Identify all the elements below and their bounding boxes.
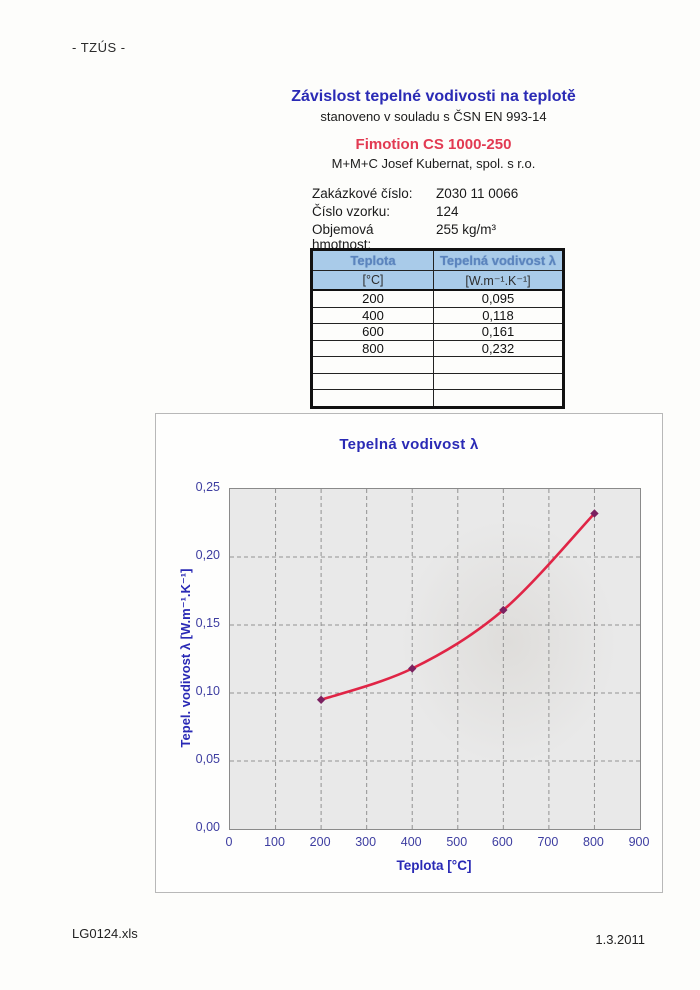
info-fields: Zakázkové číslo: Z030 11 0066 Číslo vzorku… xyxy=(312,186,518,252)
data-point-marker xyxy=(316,695,326,704)
y-tick-label: 0,25 xyxy=(195,480,220,494)
table-cell-teplota xyxy=(311,356,434,374)
table-row xyxy=(311,372,564,390)
x-tick-label: 600 xyxy=(491,835,513,849)
table-units-row: [°C] [W.m⁻¹.K⁻¹] xyxy=(311,270,564,291)
table-cell-vodivost: 0,118 xyxy=(433,306,564,324)
x-tick-label: 800 xyxy=(583,835,604,849)
conductivity-table: Teplota Tepelná vodivost λ [°C] [W.m⁻¹.K… xyxy=(310,248,565,409)
chart-title: Tepelná vodivost λ xyxy=(339,436,479,453)
data-series-line xyxy=(319,512,596,702)
document-title: Závislost tepelné vodivosti na teplotě xyxy=(291,88,576,105)
plot-area xyxy=(229,488,641,830)
info-row: Číslo vzorku: 124 xyxy=(312,204,518,222)
table-row: 200 0,095 xyxy=(311,289,564,308)
table-header-row: Teplota Tepelná vodivost λ xyxy=(311,249,564,271)
info-label: Zakázkové číslo: xyxy=(312,186,413,201)
x-tick-label: 0 xyxy=(225,835,233,849)
table-cell-teplota xyxy=(311,372,434,390)
company-name: M+M+C Josef Kubernat, spol. s r.o. xyxy=(331,156,536,171)
chart-box: Tepelná vodivost λ Tepel. vodivost λ [W.… xyxy=(155,413,663,893)
organization-mark: - TZÚS - xyxy=(72,40,126,55)
table-cell-vodivost: 0,232 xyxy=(433,339,564,357)
table-row: 800 0,232 xyxy=(311,339,564,357)
x-tick-label: 900 xyxy=(628,835,650,849)
table-cell-vodivost: 0,095 xyxy=(433,289,564,308)
col-header-teplota: Teplota xyxy=(311,249,434,271)
table-cell-teplota: 200 xyxy=(311,289,434,308)
data-point-marker xyxy=(408,664,417,673)
y-tick-label: 0,00 xyxy=(195,820,220,834)
date: 1.3.2011 xyxy=(595,932,645,947)
info-row: Objemová hmotnost: 255 kg/m³ xyxy=(312,222,518,252)
table-cell-teplota xyxy=(311,389,434,408)
info-label: Číslo vzorku: xyxy=(312,204,391,219)
table-cell-teplota: 600 xyxy=(311,323,434,341)
y-tick-label: 0,05 xyxy=(195,752,220,766)
table-row xyxy=(311,389,564,408)
y-tick-label: 0,20 xyxy=(195,548,220,562)
x-tick-label: 300 xyxy=(355,835,377,849)
info-value: 255 kg/m³ xyxy=(436,222,497,237)
y-tick-label: 0,15 xyxy=(195,616,220,630)
table-body: 200 0,095 400 0,118 600 0,161 800 0,232 xyxy=(311,289,564,408)
info-row: Zakázkové číslo: Z030 11 0066 xyxy=(312,186,518,204)
table-cell-vodivost xyxy=(433,356,564,374)
table-row xyxy=(311,356,564,374)
table-cell-teplota: 800 xyxy=(311,339,434,357)
y-axis-title: Tepel. vodivost λ [W.m⁻¹.K⁻¹] xyxy=(178,568,193,748)
table-cell-vodivost xyxy=(433,389,564,408)
x-tick-label: 100 xyxy=(264,835,285,849)
x-axis-title: Teplota [°C] xyxy=(396,858,472,873)
x-tick-label: 500 xyxy=(446,835,468,849)
x-tick-label: 200 xyxy=(309,835,331,849)
info-value: 124 xyxy=(436,204,459,219)
table-row: 600 0,161 xyxy=(311,323,564,341)
info-value: Z030 11 0066 xyxy=(436,186,519,201)
table-row: 400 0,118 xyxy=(311,306,564,324)
table-cell-teplota: 400 xyxy=(311,306,434,324)
col-unit-vodivost: [W.m⁻¹.K⁻¹] xyxy=(433,270,564,291)
col-unit-teplota: [°C] xyxy=(311,270,434,291)
col-header-vodivost: Tepelná vodivost λ xyxy=(433,249,564,271)
table-cell-vodivost xyxy=(433,372,564,390)
product-name: Fimotion CS 1000-250 xyxy=(355,136,512,153)
document-subtitle: stanoveno v souladu s ČSN EN 993-14 xyxy=(320,109,547,124)
y-tick-label: 0,10 xyxy=(195,684,220,698)
x-tick-label: 400 xyxy=(400,835,422,849)
table-cell-vodivost: 0,161 xyxy=(433,323,564,341)
file-name: LG0124.xls xyxy=(72,926,138,941)
x-tick-label: 700 xyxy=(537,835,559,849)
plot-svg xyxy=(230,489,640,829)
